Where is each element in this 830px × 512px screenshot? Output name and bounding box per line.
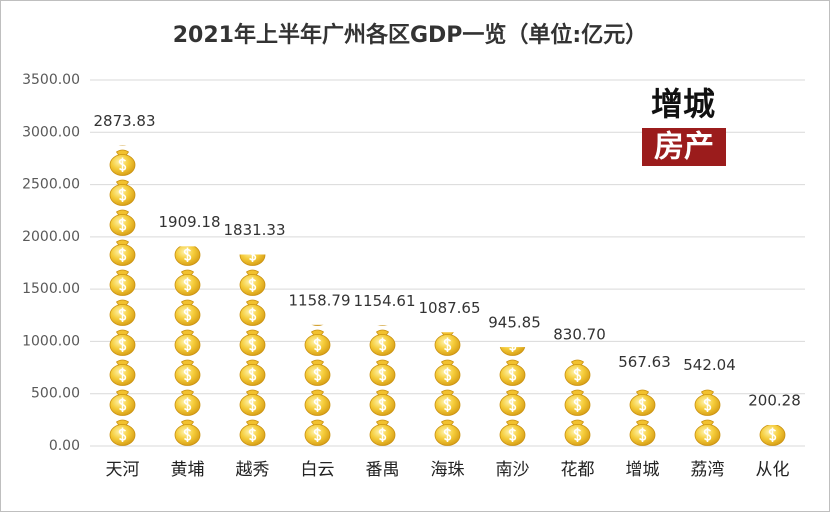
- y-tick-label: 1000.00: [22, 333, 80, 349]
- y-tick-label: 500.00: [31, 386, 80, 402]
- bar: [367, 325, 398, 446]
- watermark-text: 增城: [651, 85, 715, 123]
- bar: [497, 347, 528, 446]
- watermark-box: [642, 128, 726, 166]
- watermark-text: 房产: [654, 130, 714, 165]
- value-label: 945.85: [488, 314, 541, 332]
- bar: [627, 386, 658, 446]
- watermark: 增城 房产: [642, 85, 726, 166]
- value-label: 542.04: [683, 356, 736, 374]
- bar: [757, 425, 788, 446]
- y-tick-label: 3500.00: [22, 72, 80, 88]
- bar: [172, 246, 203, 446]
- x-tick-label: 天河: [106, 460, 140, 480]
- bar: [692, 389, 723, 446]
- chart-title: 2021年上半年广州各区GDP一览（单位:亿元）: [173, 22, 647, 48]
- bar: [302, 324, 333, 446]
- x-tick-label: 海珠: [431, 460, 465, 480]
- y-tick-label: 2500.00: [22, 177, 80, 193]
- value-label: 1831.33: [223, 221, 285, 239]
- y-tick-label: 1500.00: [22, 281, 80, 297]
- x-tick-label: 白云: [301, 460, 335, 480]
- value-label: 1909.18: [158, 213, 220, 231]
- value-label: 1154.61: [353, 292, 415, 310]
- x-tick-label: 增城: [626, 460, 660, 480]
- value-label: 830.70: [553, 326, 606, 344]
- x-tick-label: 越秀: [236, 460, 270, 480]
- bar: [107, 145, 138, 446]
- y-tick-label: 2000.00: [22, 229, 80, 245]
- value-label: 567.63: [618, 353, 671, 371]
- x-tick-label: 番禺: [366, 460, 400, 480]
- bar: [562, 359, 593, 446]
- x-tick-label: 南沙: [496, 460, 530, 480]
- y-tick-label: 3000.00: [22, 124, 80, 140]
- value-label: 1087.65: [418, 299, 480, 317]
- y-tick-label: 0.00: [49, 438, 80, 454]
- bar: [432, 332, 463, 446]
- x-tick-label: 从化: [756, 460, 790, 480]
- x-tick-label: 荔湾: [691, 460, 725, 480]
- value-label: 1158.79: [288, 291, 350, 309]
- x-tick-label: 花都: [561, 460, 595, 480]
- bar: [237, 254, 268, 446]
- value-label: 2873.83: [93, 112, 155, 130]
- x-tick-label: 黄埔: [171, 460, 205, 480]
- value-label: 200.28: [748, 392, 801, 410]
